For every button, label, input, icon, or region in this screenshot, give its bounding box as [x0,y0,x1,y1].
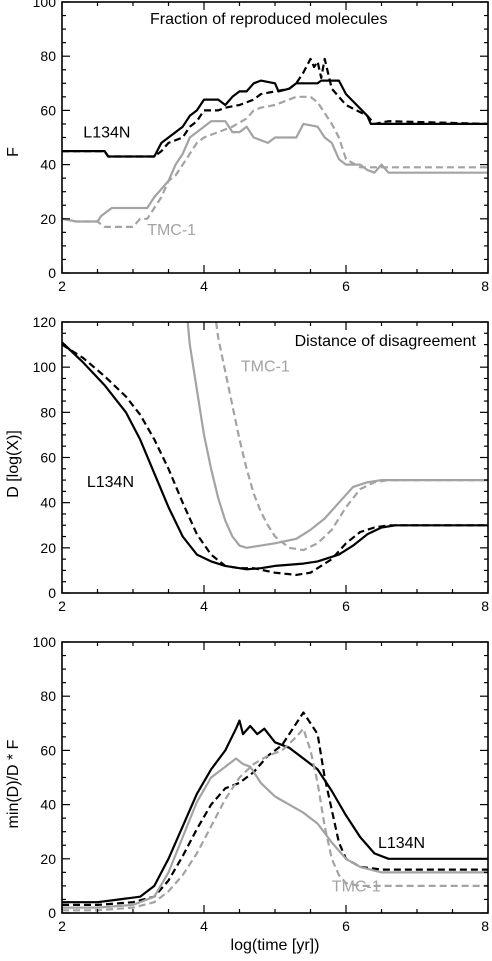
y-tick-label: 40 [40,495,56,511]
x-tick-label: 8 [481,918,489,934]
series-line-black-dashed [62,711,488,906]
y-tick-label: 100 [33,634,57,650]
x-tick-label: 2 [58,598,66,614]
annotation-label: TMC-1 [241,359,290,376]
series-line-gray-dashed [62,727,488,912]
y-tick-label: 0 [48,585,56,601]
y-tick-label: 80 [40,404,56,420]
y-tick-label: 60 [40,742,56,758]
x-tick-label: 4 [200,598,208,614]
y-tick-label: 80 [40,688,56,704]
y-tick-label: 40 [40,157,56,173]
chart-title: Fraction of reproduced molecules [150,11,387,28]
x-tick-label: 6 [342,598,350,614]
series-line-black-solid [62,341,488,571]
y-axis-label: D [log(X)] [5,430,22,498]
y-tick-label: 80 [40,48,56,64]
x-axis-label: log(time [yr]) [231,937,320,954]
series-line-black-dashed [62,343,488,576]
annotation-label: L134N [83,125,130,142]
chart-title: Distance of disagreement [295,333,477,350]
series-line-black-dashed [62,57,488,158]
series-line-black-solid [62,79,488,158]
series-line-gray-solid [62,120,488,223]
annotation-label: L134N [378,835,425,852]
series-line-black-solid [62,719,488,904]
x-tick-label: 8 [481,278,489,294]
series-line-gray-dashed [215,322,488,552]
series-group [62,711,488,912]
annotation-label: TMC-1 [147,222,196,239]
x-tick-label: 2 [58,278,66,294]
y-tick-label: 20 [40,540,56,556]
y-tick-label: 0 [48,905,56,921]
series-line-gray-solid [62,757,488,909]
y-tick-label: 100 [33,359,57,375]
y-tick-label: 40 [40,797,56,813]
y-tick-label: 120 [33,314,57,330]
annotation-label: L134N [87,474,134,491]
x-tick-label: 2 [58,918,66,934]
y-axis-label: F [5,147,22,157]
y-axis-label: min(D)/D * F [5,739,22,828]
y-tick-label: 20 [40,851,56,867]
y-tick-label: 100 [33,0,57,10]
y-tick-label: 60 [40,450,56,466]
y-tick-label: 60 [40,102,56,118]
series-group [62,322,488,576]
y-tick-label: 0 [48,265,56,281]
x-tick-label: 4 [200,918,208,934]
annotation-label: TMC-1 [332,878,381,895]
x-tick-label: 4 [200,278,208,294]
series-line-gray-dashed [62,95,488,228]
series-group [62,57,488,228]
x-tick-label: 6 [342,278,350,294]
series-line-gray-solid [186,322,488,549]
y-tick-label: 20 [40,211,56,227]
x-tick-label: 8 [481,598,489,614]
x-tick-label: 6 [342,918,350,934]
